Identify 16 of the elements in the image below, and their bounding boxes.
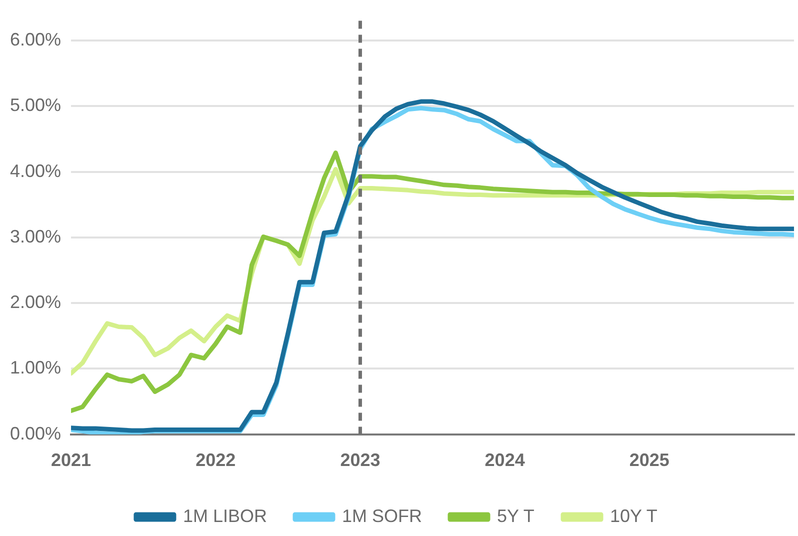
y-tick-label: 1.00% xyxy=(10,358,62,378)
y-tick-label: 0.00% xyxy=(10,423,62,444)
legend-label: 1M LIBOR xyxy=(182,506,267,526)
y-tick-label: 2.00% xyxy=(10,292,62,312)
x-tick-label: 2021 xyxy=(51,450,92,470)
legend-label: 1M SOFR xyxy=(342,506,422,526)
y-tick-label: 3.00% xyxy=(10,226,62,246)
x-tick-label: 2023 xyxy=(340,450,380,470)
legend-label: 10Y T xyxy=(610,506,658,526)
x-tick-label: 2024 xyxy=(484,450,525,470)
legend-label: 5Y T xyxy=(496,506,534,526)
y-tick-label: 6.00% xyxy=(10,29,62,50)
x-tick-label: 2022 xyxy=(196,450,236,470)
y-tick-label: 5.00% xyxy=(10,95,62,116)
y-tick-label: 4.00% xyxy=(10,160,62,181)
x-tick-label: 2025 xyxy=(629,450,670,470)
